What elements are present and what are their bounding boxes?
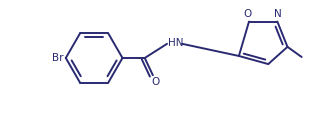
Text: N: N — [274, 9, 282, 19]
Text: Br: Br — [52, 53, 64, 63]
Text: HN: HN — [168, 38, 183, 48]
Text: O: O — [152, 77, 160, 87]
Text: O: O — [244, 9, 252, 19]
